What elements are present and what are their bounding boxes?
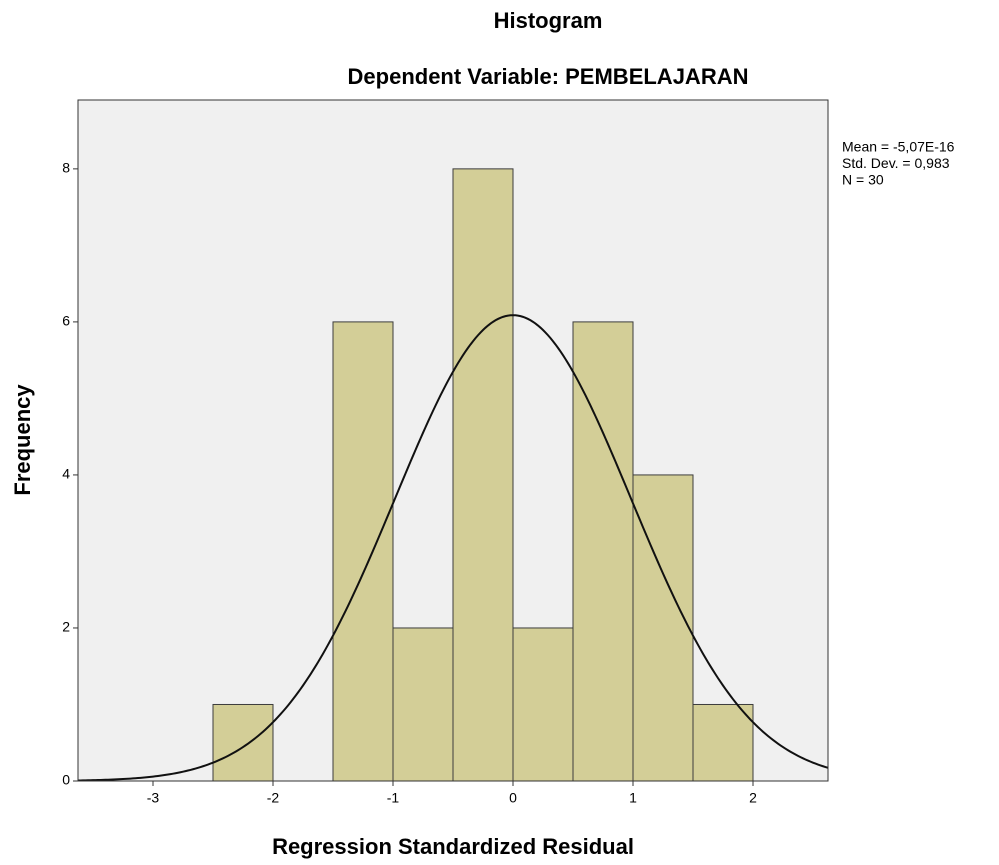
x-tick-label: -3 bbox=[147, 790, 160, 806]
y-tick-label: 4 bbox=[62, 466, 70, 482]
y-axis-label: Frequency bbox=[10, 384, 35, 496]
chart-title: Histogram bbox=[494, 8, 603, 33]
bar bbox=[212, 703, 274, 782]
bar bbox=[452, 168, 514, 782]
bar bbox=[632, 474, 694, 782]
y-tick-label: 6 bbox=[62, 313, 70, 329]
bar bbox=[572, 321, 634, 782]
x-tick-label: 1 bbox=[629, 790, 637, 806]
stats-annotation: N = 30 bbox=[842, 172, 884, 188]
chart-subtitle: Dependent Variable: PEMBELAJARAN bbox=[348, 64, 749, 89]
x-axis-label: Regression Standardized Residual bbox=[272, 834, 634, 859]
stats-annotation: Mean = -5,07E-16 bbox=[842, 139, 955, 155]
bar bbox=[332, 321, 394, 782]
x-tick-label: -1 bbox=[387, 790, 400, 806]
bar bbox=[512, 627, 574, 782]
x-tick-label: -2 bbox=[267, 790, 280, 806]
plot-border bbox=[77, 99, 829, 782]
x-tick-label: 2 bbox=[749, 790, 757, 806]
y-tick-label: 8 bbox=[62, 160, 70, 176]
x-tick-label: 0 bbox=[509, 790, 517, 806]
normal-curve bbox=[77, 314, 829, 782]
stats-annotation: Std. Dev. = 0,983 bbox=[842, 155, 950, 171]
y-tick-label: 2 bbox=[62, 619, 70, 635]
y-tick-label: 0 bbox=[62, 772, 70, 788]
bar bbox=[392, 627, 454, 782]
bar bbox=[692, 703, 754, 782]
